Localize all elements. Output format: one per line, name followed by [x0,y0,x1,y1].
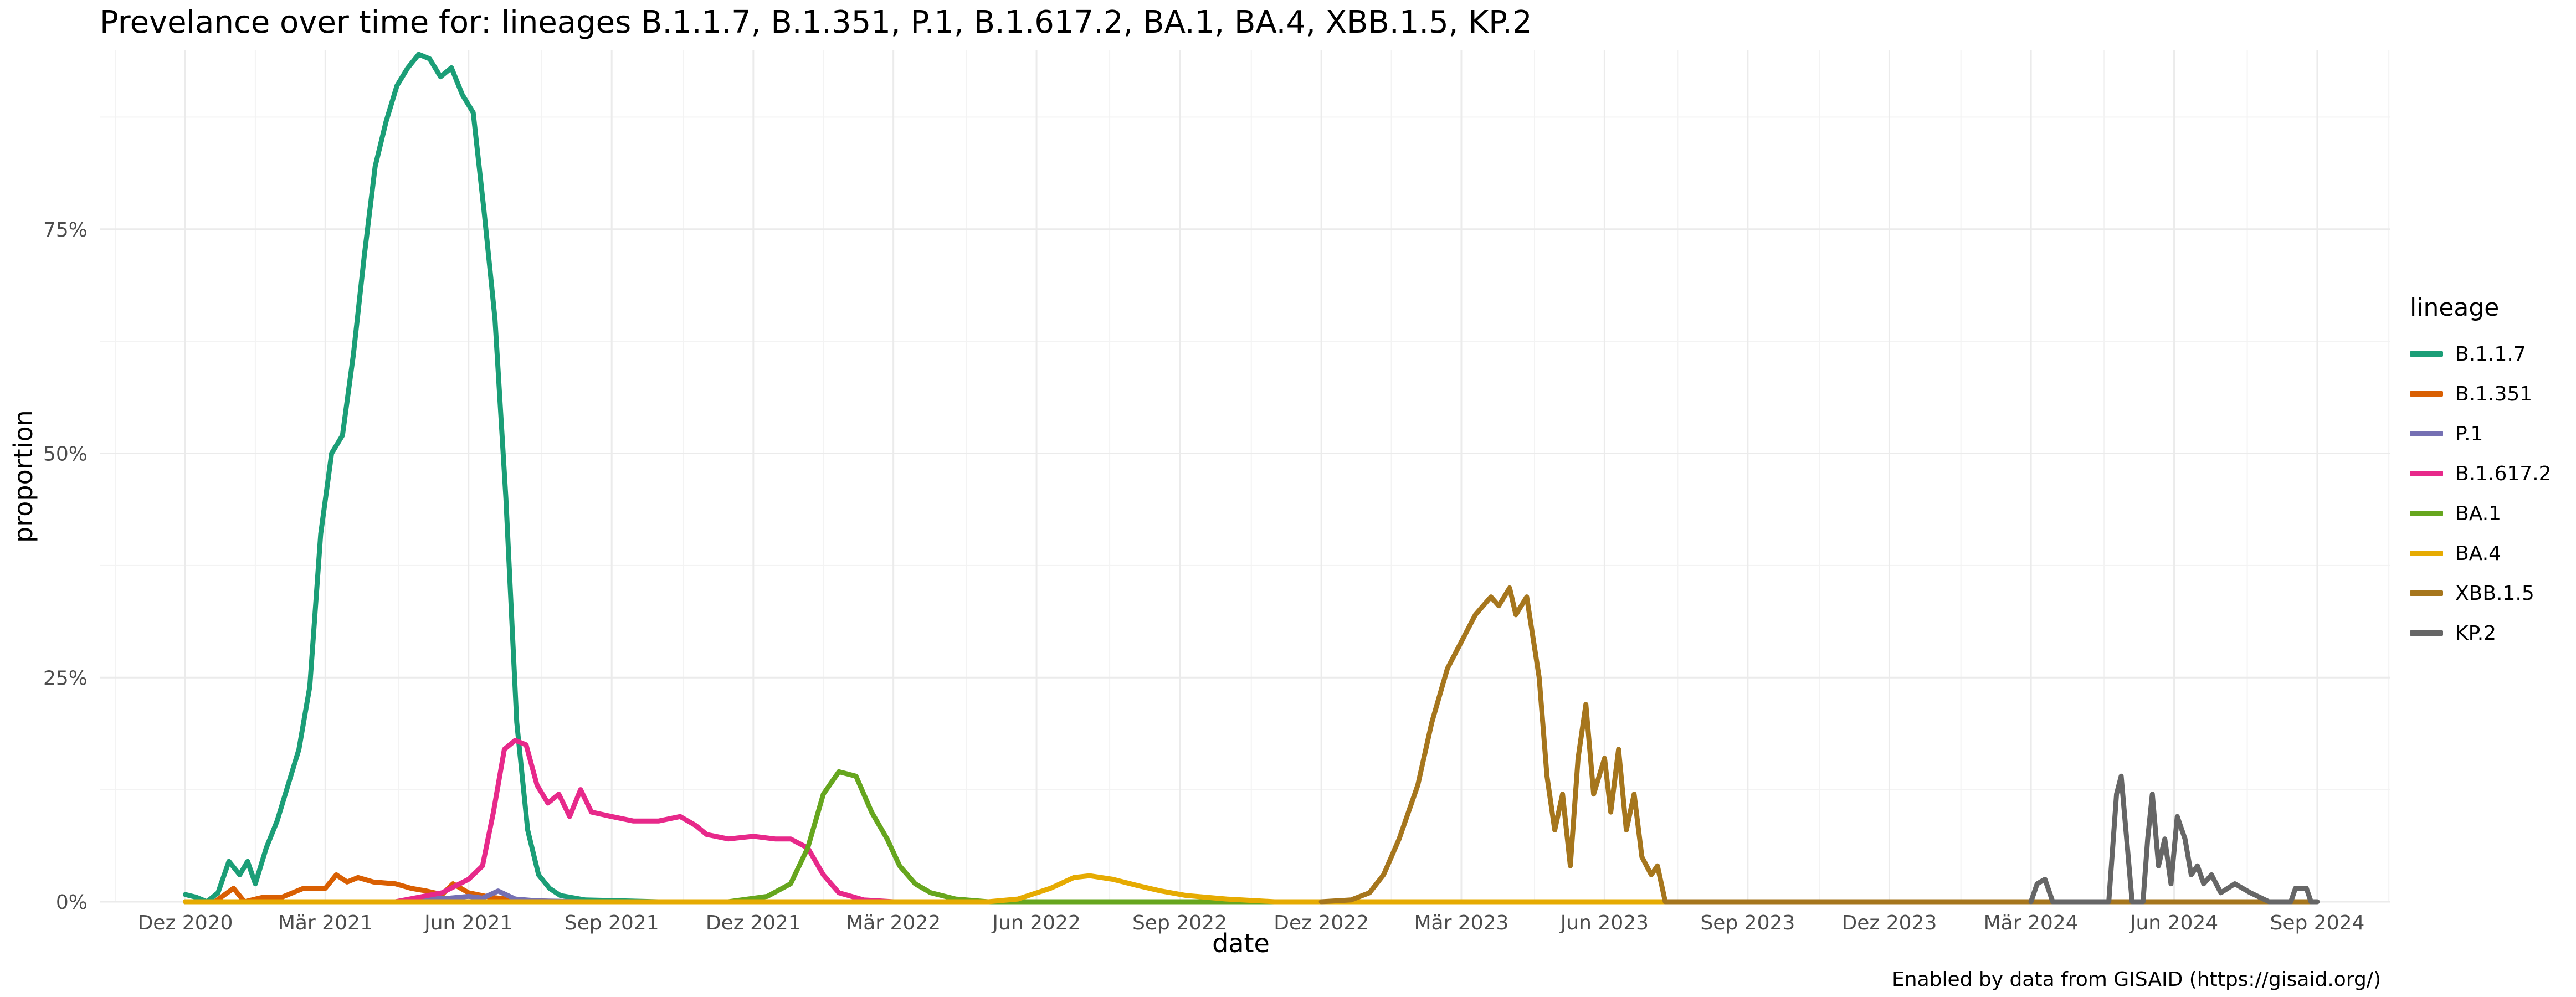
y-tick-label: 50% [43,443,88,466]
x-tick-label: Dez 2023 [1842,912,1937,934]
legend-item: KP.2 [2410,613,2552,653]
x-tick-label: Sep 2024 [2270,912,2365,934]
x-axis-title: date [1212,928,1270,958]
series-line-b-1-617-2 [393,738,2317,905]
x-tick-label: Jun 2024 [2129,912,2218,934]
legend-label: KP.2 [2455,621,2497,645]
x-tick-label: Dez 2021 [706,912,801,934]
legend: lineage B.1.1.7 B.1.351 P.1 B.1.617.2 BA.1 BA… [2410,294,2552,653]
x-tick-label: Sep 2022 [1132,912,1227,934]
series-line-xbb-1-5 [1318,585,2317,905]
y-axis-title: proportion [8,410,38,543]
x-tick-label: Mär 2021 [278,912,373,934]
caption: Enabled by data from GISAID (https://gis… [1892,968,2381,991]
y-tick-label: 25% [43,667,88,690]
legend-item: B.1.1.7 [2410,334,2552,374]
legend-title: lineage [2410,294,2500,322]
legend-label: XBB.1.5 [2455,582,2534,605]
legend-swatch [2410,431,2443,436]
x-tick-label: Dez 2020 [138,912,233,934]
legend-swatch [2410,551,2443,556]
x-tick-label: Dez 2022 [1274,912,1369,934]
legend-items: B.1.1.7 B.1.351 P.1 B.1.617.2 BA.1 BA.4 XBB.1.… [2410,334,2552,653]
x-tick-label: Mär 2022 [846,912,941,934]
series-line-kp-2 [2028,773,2320,905]
legend-label: BA.1 [2455,502,2502,525]
legend-swatch [2410,511,2443,516]
legend-swatch [2410,630,2443,636]
legend-item: P.1 [2410,414,2552,454]
x-tick-label: Jun 2023 [1559,912,1649,934]
x-tick-label: Jun 2022 [991,912,1080,934]
legend-label: BA.4 [2455,542,2502,565]
legend-item: B.1.617.2 [2410,454,2552,494]
chart-title: Prevelance over time for: lineages B.1.1… [100,4,1532,40]
legend-label: B.1.1.7 [2455,342,2526,366]
legend-swatch [2410,391,2443,397]
legend-swatch [2410,351,2443,357]
series-line-ba-1 [183,769,2317,905]
x-tick-label: Mär 2023 [1414,912,1508,934]
series-line-b-1-1-7 [183,52,2317,905]
legend-item: BA.4 [2410,533,2552,573]
y-tick-label: 0% [56,891,88,914]
series-line-ba-4 [183,873,2317,905]
x-tick-label: Sep 2023 [1700,912,1795,934]
legend-item: XBB.1.5 [2410,573,2552,613]
legend-swatch [2410,471,2443,476]
legend-swatch [2410,590,2443,596]
legend-item: B.1.351 [2410,374,2552,414]
legend-item: BA.1 [2410,494,2552,533]
x-tick-label: Sep 2021 [565,912,659,934]
legend-label: B.1.617.2 [2455,462,2552,485]
legend-label: P.1 [2455,422,2483,445]
series-line-b-1-351 [183,872,2317,905]
x-tick-label: Mär 2024 [1984,912,2079,934]
x-tick-label: Jun 2021 [423,912,512,934]
y-tick-label: 75% [43,219,88,241]
legend-label: B.1.351 [2455,382,2533,405]
